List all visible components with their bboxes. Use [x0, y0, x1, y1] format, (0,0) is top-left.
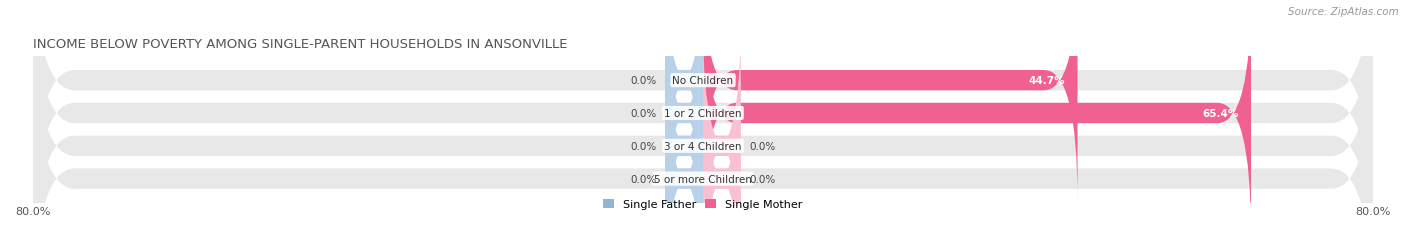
- FancyBboxPatch shape: [32, 0, 1374, 231]
- Text: 0.0%: 0.0%: [631, 109, 657, 119]
- FancyBboxPatch shape: [32, 0, 1374, 231]
- Text: 0.0%: 0.0%: [631, 174, 657, 184]
- FancyBboxPatch shape: [665, 58, 703, 231]
- Text: 65.4%: 65.4%: [1202, 109, 1239, 119]
- FancyBboxPatch shape: [703, 0, 1251, 231]
- Text: Source: ZipAtlas.com: Source: ZipAtlas.com: [1288, 7, 1399, 17]
- FancyBboxPatch shape: [665, 0, 703, 201]
- Text: INCOME BELOW POVERTY AMONG SINGLE-PARENT HOUSEHOLDS IN ANSONVILLE: INCOME BELOW POVERTY AMONG SINGLE-PARENT…: [32, 38, 567, 51]
- Text: 3 or 4 Children: 3 or 4 Children: [664, 141, 742, 151]
- FancyBboxPatch shape: [703, 58, 741, 231]
- Text: 0.0%: 0.0%: [631, 76, 657, 86]
- Text: 1 or 2 Children: 1 or 2 Children: [664, 109, 742, 119]
- Text: 0.0%: 0.0%: [749, 174, 775, 184]
- FancyBboxPatch shape: [703, 0, 1077, 201]
- Text: No Children: No Children: [672, 76, 734, 86]
- FancyBboxPatch shape: [32, 0, 1374, 231]
- Text: 0.0%: 0.0%: [631, 141, 657, 151]
- FancyBboxPatch shape: [32, 26, 1374, 231]
- FancyBboxPatch shape: [703, 26, 741, 231]
- Text: 44.7%: 44.7%: [1028, 76, 1064, 86]
- FancyBboxPatch shape: [665, 26, 703, 231]
- Text: 5 or more Children: 5 or more Children: [654, 174, 752, 184]
- FancyBboxPatch shape: [665, 0, 703, 231]
- Text: 0.0%: 0.0%: [749, 141, 775, 151]
- Legend: Single Father, Single Mother: Single Father, Single Mother: [603, 199, 803, 210]
